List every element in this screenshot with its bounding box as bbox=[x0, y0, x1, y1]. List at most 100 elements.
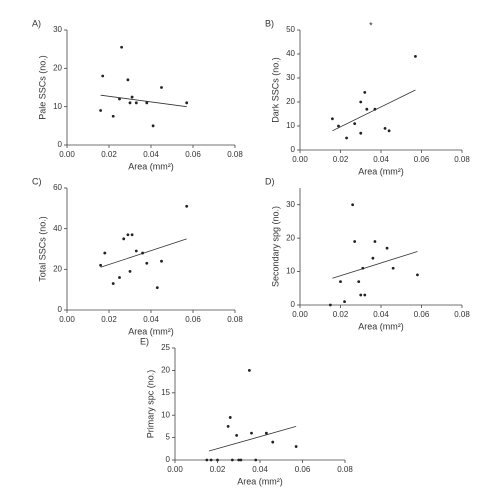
y-tick-label: 10 bbox=[53, 102, 62, 111]
point bbox=[134, 101, 138, 105]
point bbox=[126, 78, 130, 82]
point bbox=[103, 251, 107, 255]
point bbox=[185, 204, 189, 208]
point bbox=[111, 114, 115, 118]
point bbox=[141, 251, 145, 255]
y-tick-label: 50 bbox=[286, 25, 295, 34]
point bbox=[359, 293, 363, 297]
y-axis-label: Pale SSCs (no.) bbox=[37, 55, 47, 120]
point bbox=[250, 431, 253, 435]
point bbox=[128, 101, 132, 105]
x-tick-label: 0.00 bbox=[167, 465, 183, 474]
point bbox=[160, 86, 163, 89]
point bbox=[216, 458, 219, 462]
trend-line bbox=[332, 251, 418, 279]
x-tick-label: 0.00 bbox=[59, 315, 75, 324]
y-tick-label: 10 bbox=[161, 410, 170, 419]
point bbox=[205, 458, 209, 462]
x-tick-label: 0.04 bbox=[373, 155, 389, 164]
panel-label: E) bbox=[140, 336, 149, 346]
point bbox=[373, 107, 377, 111]
x-tick-label: 0.00 bbox=[292, 155, 308, 164]
point bbox=[383, 126, 387, 130]
x-tick-label: 0.02 bbox=[101, 150, 117, 159]
point bbox=[118, 276, 121, 279]
panel-label: D) bbox=[265, 176, 275, 186]
x-tick-label: 0.04 bbox=[143, 315, 159, 324]
y-tick-label: 15 bbox=[161, 388, 170, 397]
point bbox=[145, 101, 149, 105]
point bbox=[209, 458, 213, 462]
point bbox=[118, 97, 121, 101]
panel-label: A) bbox=[32, 18, 41, 28]
point bbox=[122, 237, 126, 241]
point bbox=[271, 440, 275, 444]
panel: 0 10 20 30 0.00 0.02 0.04 0.06 0.08 D) Area (mm²) S… bbox=[265, 176, 470, 331]
y-tick-label: 30 bbox=[286, 200, 295, 209]
point bbox=[363, 91, 367, 94]
x-axis-label: Area (mm²) bbox=[128, 161, 174, 171]
x-tick-label: 0.08 bbox=[227, 315, 243, 324]
point bbox=[228, 416, 232, 419]
point bbox=[134, 249, 138, 253]
x-axis-label: Area (mm²) bbox=[358, 166, 404, 176]
point bbox=[130, 233, 134, 237]
point bbox=[361, 266, 365, 270]
x-axis-label: Area (mm²) bbox=[128, 326, 174, 336]
point bbox=[414, 55, 417, 58]
y-tick-label: 0 bbox=[291, 300, 296, 309]
y-tick-label: 5 bbox=[166, 433, 171, 442]
x-tick-label: 0.00 bbox=[292, 310, 308, 319]
trend-line bbox=[208, 426, 297, 452]
point bbox=[101, 74, 105, 78]
x-tick-label: 0.04 bbox=[143, 150, 159, 159]
x-tick-label: 0.04 bbox=[252, 465, 268, 474]
y-tick-label: 20 bbox=[286, 233, 295, 242]
panel-label: C) bbox=[32, 176, 42, 186]
y-tick-label: 20 bbox=[53, 264, 62, 273]
panel: 0 10 20 30 0.00 0.02 0.04 0.06 0.08 A) Area (mm²) P… bbox=[32, 18, 243, 171]
y-tick-label: 60 bbox=[53, 183, 62, 192]
point bbox=[99, 109, 102, 112]
point bbox=[185, 101, 189, 105]
panel: 0 10 20 30 40 50 0.00 0.02 0.04 0.06 0.08 B) Area (m… bbox=[265, 18, 470, 176]
point bbox=[235, 433, 239, 437]
x-tick-label: 0.00 bbox=[59, 150, 75, 159]
x-tick-label: 0.02 bbox=[333, 155, 349, 164]
x-tick-label: 0.08 bbox=[337, 465, 353, 474]
panel: 0 5 10 15 20 25 0.00 0.02 0.04 0.06 0.08 E) Area (mm… bbox=[140, 336, 353, 486]
y-tick-label: 0 bbox=[166, 455, 171, 464]
y-tick-label: 20 bbox=[161, 366, 170, 375]
y-axis-label: Secondary spg (no.) bbox=[270, 206, 280, 287]
point bbox=[365, 107, 369, 111]
point bbox=[371, 256, 375, 260]
point bbox=[331, 117, 334, 121]
x-tick-label: 0.04 bbox=[373, 310, 389, 319]
x-tick-label: 0.06 bbox=[185, 315, 201, 324]
trend-line bbox=[332, 89, 416, 132]
point bbox=[345, 136, 348, 140]
y-tick-label: 0 bbox=[58, 305, 63, 314]
point bbox=[373, 240, 377, 243]
point bbox=[126, 233, 130, 237]
point bbox=[230, 458, 234, 462]
panel-label: B) bbox=[265, 18, 274, 28]
point bbox=[130, 95, 134, 99]
point bbox=[155, 286, 159, 290]
y-tick-label: 20 bbox=[286, 97, 295, 106]
y-axis-label: Total SSCs (no.) bbox=[37, 216, 47, 282]
x-axis-label: Area (mm²) bbox=[237, 476, 283, 486]
y-tick-label: 0 bbox=[291, 145, 296, 154]
point bbox=[239, 458, 243, 462]
point bbox=[363, 293, 367, 297]
point bbox=[357, 280, 361, 283]
point bbox=[151, 124, 155, 128]
point bbox=[353, 240, 357, 243]
point bbox=[337, 124, 340, 128]
trend-line bbox=[100, 94, 187, 108]
point bbox=[328, 303, 332, 307]
point bbox=[359, 100, 363, 104]
x-tick-label: 0.06 bbox=[295, 465, 311, 474]
point bbox=[226, 425, 230, 428]
